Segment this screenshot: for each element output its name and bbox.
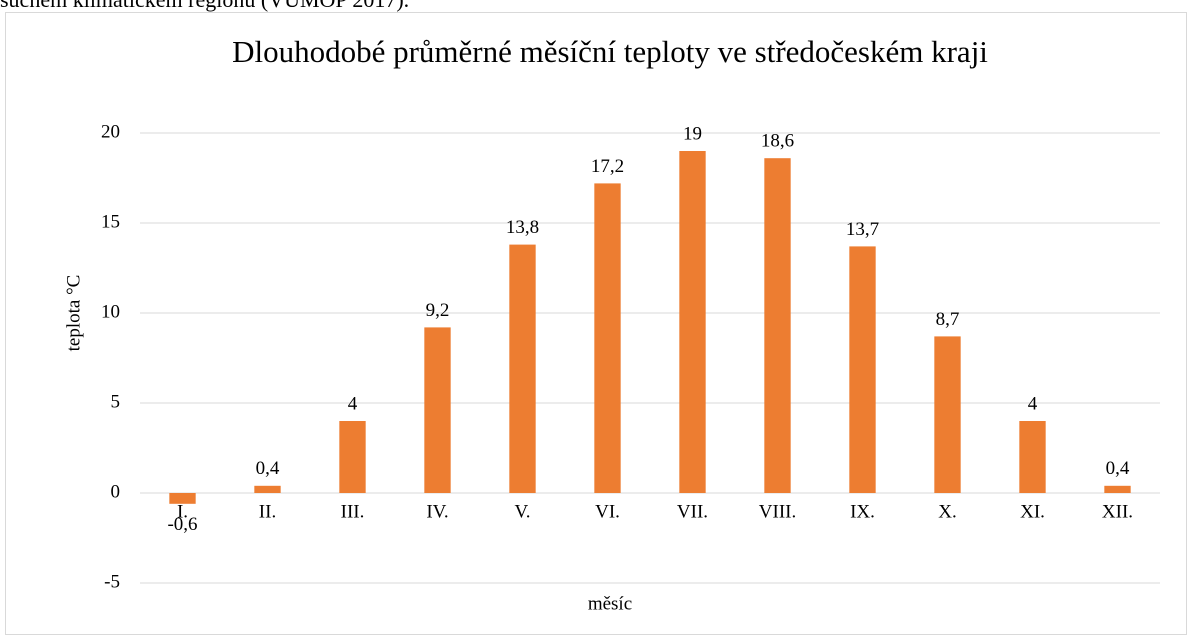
data-label: -0,6: [167, 514, 197, 535]
data-label: 9,2: [426, 300, 450, 321]
bar: [849, 246, 876, 493]
x-tick-label: I.: [177, 501, 188, 522]
bar: [254, 485, 281, 493]
x-tick-label: IV.: [426, 501, 448, 522]
x-tick-label: XI.: [1020, 501, 1045, 522]
x-tick-label: II.: [259, 501, 276, 522]
bar: [509, 244, 536, 493]
x-tick-label: X.: [938, 501, 956, 522]
data-label: 17,2: [591, 156, 624, 177]
bar: [1019, 421, 1046, 493]
data-label: 4: [348, 393, 358, 414]
y-axis-label: teplota °C: [63, 275, 84, 352]
x-tick-label: V.: [514, 501, 530, 522]
bar: [764, 158, 791, 493]
bar: [934, 336, 961, 493]
x-tick-label: XII.: [1102, 501, 1133, 522]
y-tick-label: -5: [104, 571, 120, 592]
data-label: 13,8: [506, 217, 539, 238]
data-label: 4: [1028, 393, 1038, 414]
y-tick-label: 15: [101, 211, 120, 232]
y-tick-label: 10: [101, 301, 120, 322]
y-tick-label: 5: [111, 391, 121, 412]
y-tick-label: 0: [111, 481, 121, 502]
x-tick-label: VIII.: [759, 501, 796, 522]
chart-title: Dlouhodobé průměrné měsíční teploty ve s…: [232, 34, 988, 69]
x-tick-label: III.: [341, 501, 365, 522]
x-tick-label: IX.: [850, 501, 875, 522]
data-label: 8,7: [936, 309, 960, 330]
y-tick-label: 20: [101, 121, 120, 142]
data-label: 13,7: [846, 219, 879, 240]
data-label: 0,4: [1106, 458, 1130, 479]
x-tick-label: VII.: [677, 501, 708, 522]
bar: [679, 151, 706, 493]
data-label: 0,4: [256, 458, 280, 479]
bar: [594, 183, 621, 493]
bar: [424, 327, 451, 493]
bar: [339, 421, 366, 493]
x-axis-label: měsíc: [588, 593, 632, 614]
bar: [169, 493, 196, 504]
caption: suchém klimatickém regionu (VÚMOP 2017).: [0, 0, 409, 12]
data-label: 19: [683, 123, 702, 144]
x-tick-label: VI.: [595, 501, 620, 522]
data-label: 18,6: [761, 131, 794, 152]
bar: [1104, 485, 1131, 493]
